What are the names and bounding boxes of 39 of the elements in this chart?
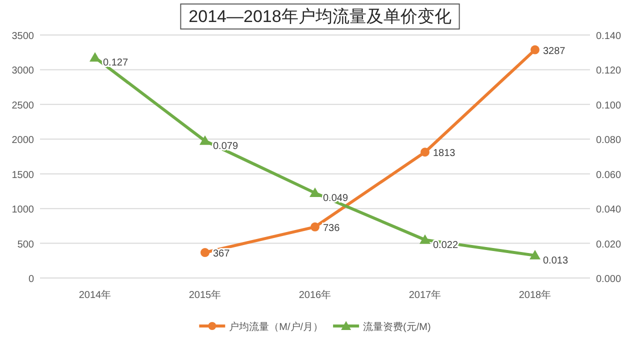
data-label: 367 <box>213 248 230 260</box>
point <box>530 45 540 54</box>
y-tick-label: 3500 <box>12 31 34 42</box>
point <box>420 148 430 157</box>
x-tick-label: 2016年 <box>298 289 332 301</box>
data-label: 0.013 <box>543 255 568 266</box>
y-tick-label: 1500 <box>12 170 34 181</box>
data-label: 3287 <box>543 46 566 57</box>
y2-tick-label: 0.040 <box>596 204 622 216</box>
y-tick-label: 2000 <box>12 135 34 146</box>
point <box>90 52 100 62</box>
data-label: 1813 <box>433 148 456 160</box>
y-tick-label: 0 <box>28 274 34 285</box>
y-tick-label: 1000 <box>12 204 34 216</box>
point <box>420 234 430 244</box>
data-label: 736 <box>323 222 340 234</box>
x-tick-label: 2018年 <box>518 289 552 301</box>
y-tick-label: 2500 <box>12 100 34 112</box>
y2-tick-label: 0.120 <box>596 66 622 77</box>
legend-label: 户均流量（M/户/月） <box>229 321 324 333</box>
point <box>200 248 210 258</box>
legend-label: 流量资费(元/M) <box>363 321 431 333</box>
y2-tick-label: 0.060 <box>596 170 622 181</box>
x-tick-label: 2015年 <box>188 289 222 301</box>
point <box>200 135 210 145</box>
y2-tick-label: 0.000 <box>596 274 622 285</box>
y2-tick-label: 0.020 <box>596 239 622 250</box>
y-tick-label: 3000 <box>12 66 34 77</box>
y2-tick-label: 0.080 <box>596 135 622 146</box>
point <box>530 250 540 260</box>
x-tick-label: 2017年 <box>408 289 442 301</box>
point <box>310 222 320 232</box>
y2-tick-label: 0.100 <box>596 100 622 112</box>
data-label: 0.127 <box>103 58 128 69</box>
y2-tick-label: 0.140 <box>596 31 622 42</box>
chart-title: 2014—2018年户均流量及单价变化 <box>188 7 452 26</box>
y-tick-label: 500 <box>17 239 34 250</box>
point <box>310 187 320 197</box>
x-tick-label: 2014年 <box>78 289 112 301</box>
